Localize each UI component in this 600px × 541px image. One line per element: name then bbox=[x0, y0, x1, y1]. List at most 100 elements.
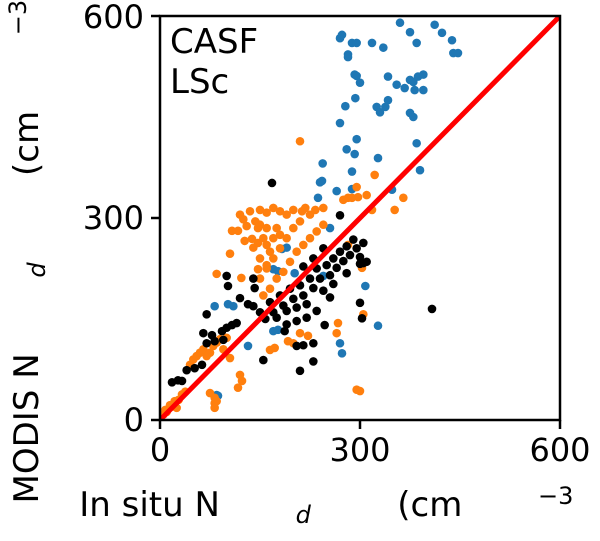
x-label-prefix: In situ N bbox=[79, 485, 220, 525]
scatter-point-orange bbox=[319, 203, 328, 213]
scatter-point-black bbox=[357, 314, 367, 323]
scatter-point-orange bbox=[353, 192, 363, 202]
scatter-point-blue bbox=[430, 20, 439, 30]
scatter-point-black bbox=[299, 340, 308, 350]
scatter-point-black bbox=[329, 279, 338, 289]
scatter-point-black bbox=[299, 262, 308, 271]
scatter-point-black bbox=[352, 244, 361, 253]
scatter-point-black bbox=[292, 303, 301, 312]
scatter-point-black bbox=[339, 256, 348, 266]
scatter-point-blue bbox=[400, 83, 409, 93]
scatter-point-black bbox=[315, 274, 325, 283]
scatter-point-orange bbox=[303, 331, 313, 341]
scatter-point-orange bbox=[355, 386, 365, 396]
scatter-point-black bbox=[199, 328, 208, 338]
scatter-point-orange bbox=[262, 208, 271, 217]
scatter-point-blue bbox=[412, 38, 421, 48]
scatter-point-blue bbox=[361, 281, 370, 291]
scatter-point-blue bbox=[392, 80, 401, 89]
scatter-point-black bbox=[349, 235, 358, 244]
scatter-point-black bbox=[309, 338, 318, 348]
scatter-point-blue bbox=[325, 223, 335, 233]
scatter-point-orange bbox=[301, 203, 310, 213]
scatter-point-blue bbox=[341, 101, 350, 111]
annotation-line-1: CASF bbox=[170, 22, 258, 62]
scatter-point-orange bbox=[279, 267, 288, 277]
scatter-point-black bbox=[197, 360, 207, 370]
scatter-point-blue bbox=[367, 38, 377, 48]
scatter-point-blue bbox=[229, 301, 238, 311]
scatter-point-orange bbox=[242, 221, 251, 231]
scatter-point-blue bbox=[335, 118, 345, 128]
scatter-point-blue bbox=[381, 102, 390, 112]
scatter-point-blue bbox=[282, 243, 291, 252]
scatter-point-blue bbox=[337, 30, 347, 40]
scatter-point-blue bbox=[405, 27, 415, 37]
scatter-point-orange bbox=[245, 206, 255, 216]
scatter-point-blue bbox=[437, 28, 447, 38]
scatter-point-black bbox=[295, 366, 305, 376]
scatter-point-orange bbox=[205, 348, 215, 357]
scatter-point-blue bbox=[453, 48, 463, 58]
scatter-point-orange bbox=[255, 254, 265, 263]
scatter-point-black bbox=[305, 274, 315, 283]
scatter-point-orange bbox=[265, 247, 275, 256]
scatter-point-blue bbox=[273, 325, 283, 335]
scatter-point-black bbox=[320, 320, 329, 330]
y-axis-label: MODIS N d (cm −3 ) bbox=[0, 0, 54, 537]
scatter-point-black bbox=[190, 363, 199, 373]
scatter-point-black bbox=[342, 241, 351, 251]
scatter-point-orange bbox=[312, 227, 321, 236]
y-label-mid: (cm bbox=[7, 111, 47, 187]
scatter-point-black bbox=[302, 313, 311, 322]
scatter-point-black bbox=[250, 283, 259, 293]
scatter-point-black bbox=[322, 260, 331, 270]
scatter-point-black bbox=[319, 286, 328, 296]
scatter-point-black bbox=[342, 268, 351, 278]
scatter-point-black bbox=[259, 355, 268, 365]
scatter-point-black bbox=[292, 341, 301, 351]
y-label-superscript: −3 bbox=[4, 0, 32, 35]
scatter-point-orange bbox=[305, 233, 315, 243]
scatter-point-orange bbox=[262, 264, 271, 273]
scatter-point-black bbox=[202, 309, 211, 319]
scatter-point-black bbox=[329, 254, 338, 263]
scatter-point-black bbox=[355, 298, 365, 308]
scatter-point-black bbox=[325, 293, 335, 302]
scatter-point-black bbox=[223, 281, 233, 291]
scatter-point-orange bbox=[275, 206, 285, 216]
scatter-point-orange bbox=[212, 396, 221, 406]
scatter-point-blue bbox=[210, 301, 219, 311]
x-label-mid: (cm bbox=[386, 485, 462, 525]
scatter-point-orange bbox=[362, 190, 371, 200]
scatter-point-blue bbox=[447, 35, 457, 45]
scatter-point-blue bbox=[352, 38, 361, 48]
scatter-point-orange bbox=[253, 264, 263, 274]
scatter-point-blue bbox=[395, 18, 405, 28]
scatter-point-orange bbox=[272, 223, 281, 233]
scatter-point-blue bbox=[383, 72, 393, 81]
scatter-point-black bbox=[345, 250, 355, 260]
scatter-point-orange bbox=[285, 257, 295, 267]
scatter-point-orange bbox=[255, 205, 265, 215]
scatter-point-orange bbox=[275, 230, 285, 240]
scatter-point-black bbox=[335, 247, 345, 256]
scatter-point-blue bbox=[350, 70, 359, 79]
scatter-point-orange bbox=[275, 244, 285, 253]
scatter-point-blue bbox=[351, 93, 360, 103]
annotation-line-2: LSc bbox=[170, 62, 229, 102]
scatter-point-black bbox=[292, 316, 301, 326]
scatter-point-black bbox=[249, 274, 258, 283]
scatter-point-orange bbox=[265, 284, 275, 294]
x-axis-label: In situ N d (cm −3 ) bbox=[4, 473, 600, 532]
scatter-point-orange bbox=[255, 220, 265, 230]
scatter-point-orange bbox=[259, 233, 268, 243]
scatter-point-black bbox=[359, 238, 368, 248]
scatter-point-orange bbox=[269, 203, 278, 213]
scatter-point-black bbox=[202, 338, 211, 348]
scatter-point-orange bbox=[282, 210, 291, 219]
scatter-point-black bbox=[309, 283, 318, 293]
scatter-point-blue bbox=[410, 85, 419, 95]
scatter-point-black bbox=[210, 336, 219, 346]
